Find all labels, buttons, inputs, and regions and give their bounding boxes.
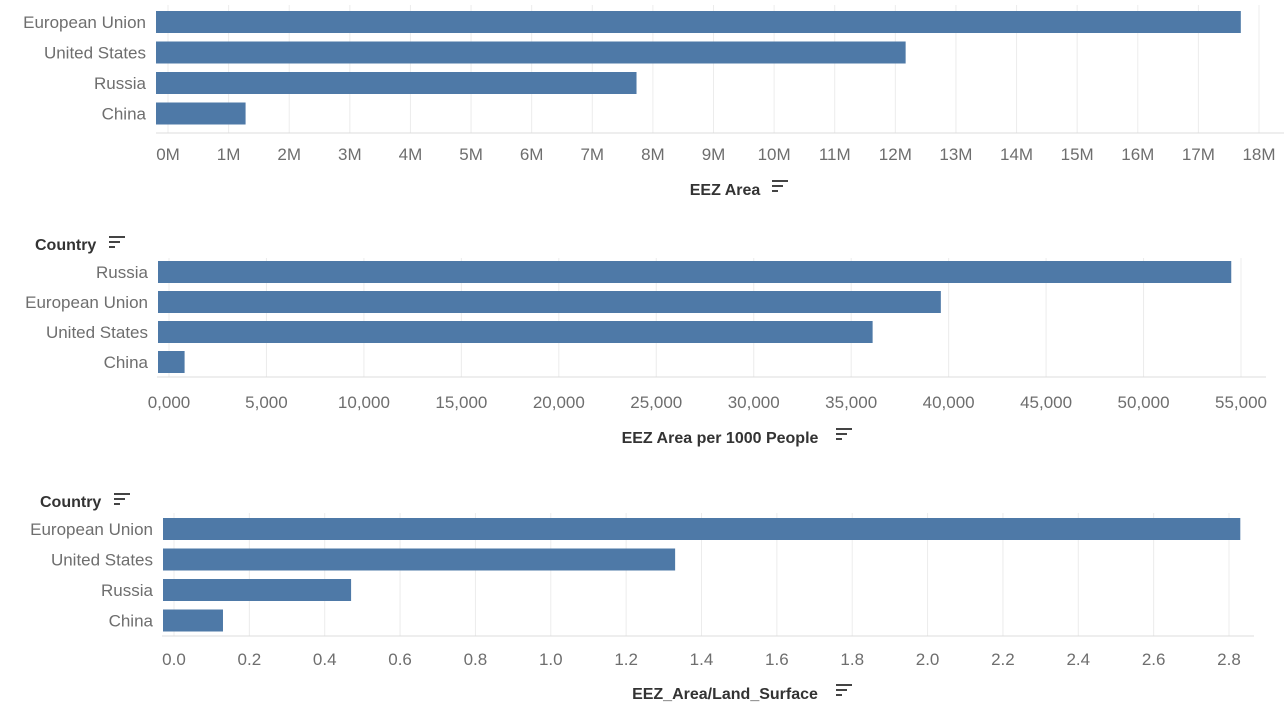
x-tick-label: 15M	[1061, 145, 1094, 164]
bar	[163, 548, 676, 571]
chart-panel-eez-per-1000: Country EEZ Area per 1000 People 0,000 5,…	[25, 236, 1267, 447]
sort-icon[interactable]	[109, 236, 125, 248]
x-tick-label: 2.6	[1142, 650, 1166, 669]
bar	[158, 351, 185, 373]
bar	[156, 11, 1241, 33]
category-label: United States	[46, 323, 148, 342]
x-tick-label: 35,000	[825, 393, 877, 412]
x-tick-label: 30,000	[728, 393, 780, 412]
sort-icon[interactable]	[772, 180, 788, 192]
row-header-country: Country	[40, 494, 101, 511]
sort-icon[interactable]	[836, 428, 852, 440]
x-tick-label: 0.0	[162, 650, 186, 669]
category-label: United States	[44, 44, 146, 63]
x-tick-label: 2M	[277, 145, 301, 164]
x-tick-label: 0.6	[388, 650, 412, 669]
category-label: European Union	[25, 293, 148, 312]
x-axis-title: EEZ Area	[690, 182, 761, 199]
x-tick-label: 1M	[217, 145, 241, 164]
bar	[163, 518, 1241, 540]
x-tick-label: 9M	[702, 145, 726, 164]
x-axis-title: EEZ Area per 1000 People	[622, 430, 819, 447]
row-header-country: Country	[35, 237, 96, 254]
x-tick-label: 25,000	[630, 393, 682, 412]
x-tick-label: 15,000	[435, 393, 487, 412]
bar	[163, 579, 352, 601]
x-axis-title: EEZ_Area/Land_Surface	[632, 686, 818, 703]
x-tick-label: 18M	[1242, 145, 1275, 164]
category-label: Russia	[96, 263, 149, 282]
x-tick-label: 2.8	[1217, 650, 1241, 669]
x-tick-label: 13M	[939, 145, 972, 164]
x-tick-label: 7M	[580, 145, 604, 164]
x-tick-label: 6M	[520, 145, 544, 164]
category-label: Russia	[94, 74, 147, 93]
x-tick-label: 50,000	[1118, 393, 1170, 412]
x-tick-label: 4M	[399, 145, 423, 164]
x-tick-label: 1.4	[690, 650, 714, 669]
bar	[158, 261, 1232, 283]
x-tick-label: 0.2	[238, 650, 262, 669]
x-tick-label: 10M	[758, 145, 791, 164]
x-tick-label: 8M	[641, 145, 665, 164]
category-label: Russia	[101, 581, 154, 600]
x-tick-label: 1.0	[539, 650, 563, 669]
x-tick-label: 10,000	[338, 393, 390, 412]
bar	[156, 102, 246, 125]
x-tick-label: 40,000	[923, 393, 975, 412]
x-tick-label: 5,000	[245, 393, 288, 412]
category-label: United States	[51, 551, 153, 570]
bar	[158, 321, 873, 343]
x-tick-label: 0.4	[313, 650, 337, 669]
category-label: European Union	[30, 520, 153, 539]
x-tick-label: 55,000	[1215, 393, 1267, 412]
x-tick-label: 0M	[156, 145, 180, 164]
x-tick-label: 2.4	[1066, 650, 1090, 669]
x-tick-label: 12M	[879, 145, 912, 164]
x-tick-label: 3M	[338, 145, 362, 164]
x-tick-label: 16M	[1121, 145, 1154, 164]
x-tick-label: 2.0	[916, 650, 940, 669]
x-tick-label: 2.2	[991, 650, 1015, 669]
x-tick-label: 11M	[819, 145, 851, 164]
x-tick-label: 14M	[1000, 145, 1033, 164]
bar	[156, 41, 906, 64]
x-tick-label: 17M	[1182, 145, 1215, 164]
x-tick-label: 0.8	[464, 650, 488, 669]
x-tick-label: 0,000	[148, 393, 191, 412]
x-tick-label: 1.8	[840, 650, 864, 669]
bar	[158, 291, 941, 313]
x-tick-label: 1.2	[614, 650, 638, 669]
bar	[163, 609, 223, 632]
x-tick-label: 1.6	[765, 650, 789, 669]
x-tick-label: 20,000	[533, 393, 585, 412]
x-tick-label: 5M	[459, 145, 483, 164]
chart-panel-eez-land-ratio: Country EEZ_Area/Land_Surface 0.0 0.2 0.4 0…	[30, 493, 1254, 703]
category-label: China	[104, 353, 149, 372]
category-label: China	[102, 105, 147, 124]
category-label: China	[109, 612, 154, 631]
category-label: European Union	[23, 13, 146, 32]
x-tick-label: 45,000	[1020, 393, 1072, 412]
sort-icon[interactable]	[114, 493, 130, 505]
bar	[156, 72, 637, 94]
chart-panel-eez-area: EEZ Area 0M 1M 2M 3M 4M 5M 6M 7M 8M 9M 10M 11M 12M 13…	[23, 5, 1284, 199]
sort-icon[interactable]	[836, 684, 852, 696]
